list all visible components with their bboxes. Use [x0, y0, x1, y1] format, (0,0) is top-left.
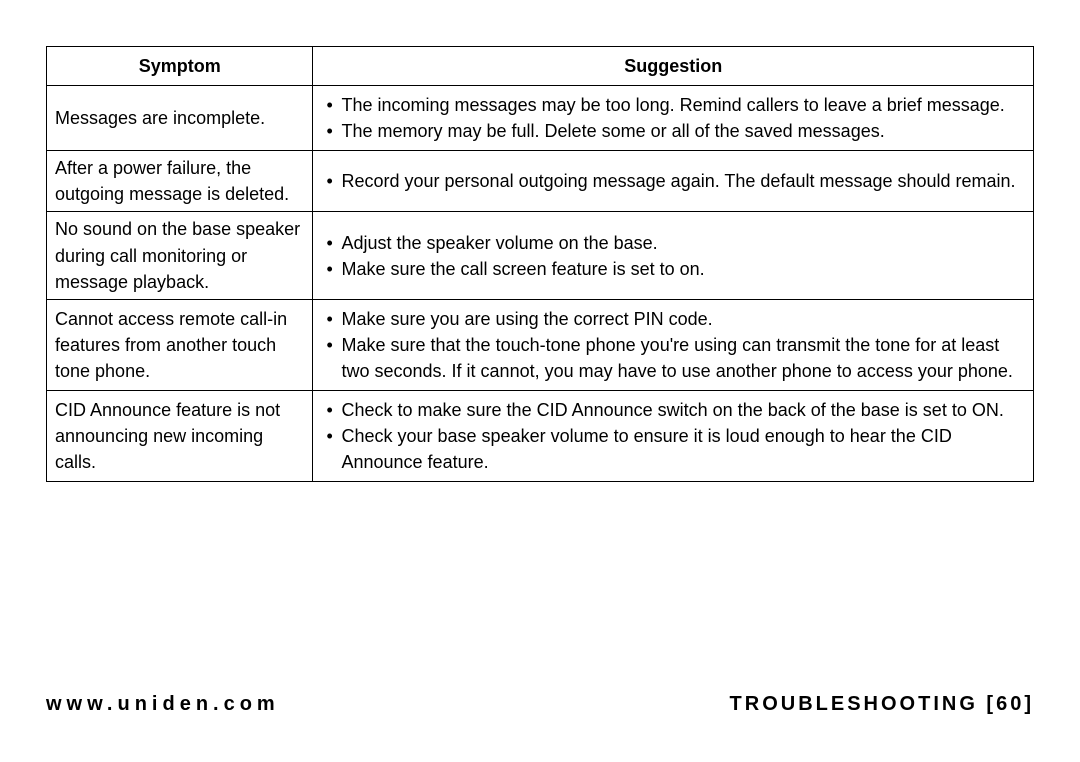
page-footer: www.uniden.com TROUBLESHOOTING [60]	[46, 693, 1034, 716]
suggestion-item: Check to make sure the CID Announce swit…	[341, 397, 1025, 423]
symptom-cell: After a power failure, the outgoing mess…	[47, 151, 313, 212]
symptom-cell: No sound on the base speaker during call…	[47, 212, 313, 299]
suggestion-item: The memory may be full. Delete some or a…	[341, 118, 1025, 144]
suggestion-item: Record your personal outgoing message ag…	[341, 168, 1025, 194]
symptom-cell: CID Announce feature is not announcing n…	[47, 391, 313, 482]
suggestion-item: Make sure the call screen feature is set…	[341, 256, 1025, 282]
col-header-symptom: Symptom	[47, 47, 313, 86]
symptom-cell: Cannot access remote call-in features fr…	[47, 299, 313, 390]
suggestion-cell: The incoming messages may be too long. R…	[313, 86, 1034, 151]
suggestion-item: Make sure that the touch-tone phone you'…	[341, 332, 1025, 384]
col-header-suggestion: Suggestion	[313, 47, 1034, 86]
suggestion-cell: Make sure you are using the correct PIN …	[313, 299, 1034, 390]
table-row: CID Announce feature is not announcing n…	[47, 391, 1034, 482]
suggestion-item: The incoming messages may be too long. R…	[341, 92, 1025, 118]
suggestion-cell: Record your personal outgoing message ag…	[313, 151, 1034, 212]
table-row: After a power failure, the outgoing mess…	[47, 151, 1034, 212]
table-row: Messages are incomplete. The incoming me…	[47, 86, 1034, 151]
table-row: No sound on the base speaker during call…	[47, 212, 1034, 299]
suggestion-item: Adjust the speaker volume on the base.	[341, 230, 1025, 256]
suggestion-cell: Adjust the speaker volume on the base. M…	[313, 212, 1034, 299]
suggestion-item: Make sure you are using the correct PIN …	[341, 306, 1025, 332]
footer-url: www.uniden.com	[46, 693, 280, 716]
suggestion-list: Adjust the speaker volume on the base. M…	[321, 230, 1025, 282]
table-header-row: Symptom Suggestion	[47, 47, 1034, 86]
troubleshoot-table: Symptom Suggestion Messages are incomple…	[46, 46, 1034, 482]
suggestion-list: Make sure you are using the correct PIN …	[321, 306, 1025, 384]
suggestion-list: The incoming messages may be too long. R…	[321, 92, 1025, 144]
suggestion-item: Check your base speaker volume to ensure…	[341, 423, 1025, 475]
manual-page: Symptom Suggestion Messages are incomple…	[0, 0, 1080, 762]
suggestion-list: Check to make sure the CID Announce swit…	[321, 397, 1025, 475]
symptom-cell: Messages are incomplete.	[47, 86, 313, 151]
suggestion-list: Record your personal outgoing message ag…	[321, 168, 1025, 194]
footer-section-title: TROUBLESHOOTING [60]	[730, 693, 1034, 716]
suggestion-cell: Check to make sure the CID Announce swit…	[313, 391, 1034, 482]
table-row: Cannot access remote call-in features fr…	[47, 299, 1034, 390]
